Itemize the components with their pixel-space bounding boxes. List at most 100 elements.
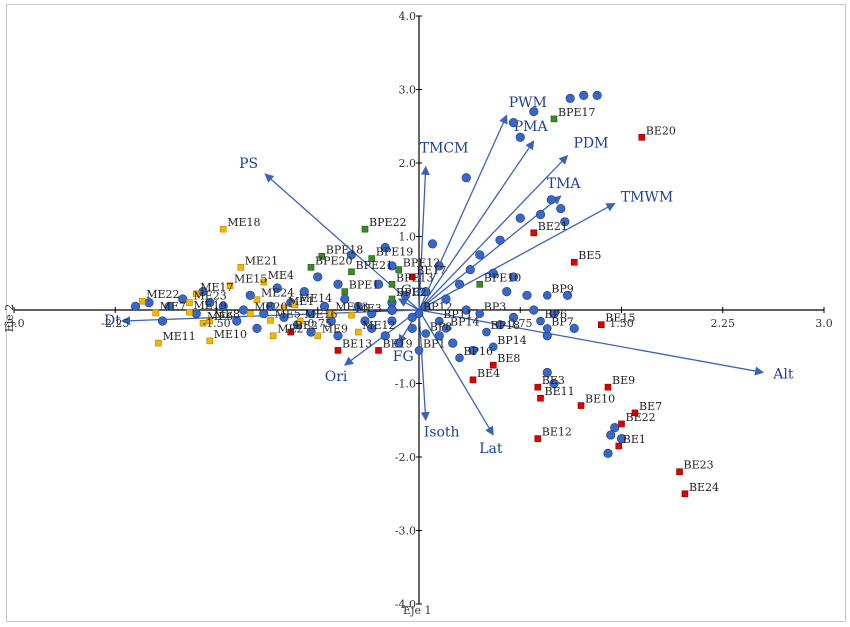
blue-point [508, 272, 519, 282]
be-point [615, 442, 623, 450]
vector-label-tma: TMA [547, 176, 582, 192]
blue-point [448, 338, 458, 348]
be-point [631, 409, 639, 417]
y-tick-label: 4.0 [399, 10, 417, 23]
blue-point [465, 264, 475, 275]
blue-point [529, 106, 539, 117]
me-point [199, 319, 207, 327]
blue-point [546, 195, 556, 205]
blue-point [360, 316, 370, 326]
blue-point [603, 448, 613, 458]
me-point [138, 297, 146, 305]
bp-point [542, 324, 552, 333]
me-point [226, 282, 234, 290]
bpe-point [550, 115, 558, 123]
me-label: ME14 [299, 292, 332, 305]
blue-point [495, 320, 505, 330]
me-label: ME12 [362, 319, 395, 332]
be-label: BE2 [295, 319, 318, 332]
vector-label-tmwm: TMWM [621, 189, 673, 205]
x-axis-title: Eje 1 [403, 604, 431, 617]
me-point [206, 337, 214, 345]
bpe-label: BPE19 [376, 246, 414, 259]
me-label: ME23 [194, 290, 227, 303]
blue-point [421, 287, 431, 297]
bpe-point [307, 264, 315, 271]
bpe-point [348, 268, 355, 276]
blue-point [400, 290, 411, 300]
be-point [676, 468, 683, 476]
be-label: BE24 [689, 481, 719, 494]
me-label: ME20 [254, 301, 287, 314]
blue-point [515, 213, 525, 223]
bp-label: BP14 [497, 334, 526, 347]
bp-point [434, 316, 444, 326]
y-tick-label: -3.0 [395, 525, 416, 538]
me-label: ME5 [275, 307, 301, 320]
blue-point [434, 331, 444, 341]
bp-label: BP16 [464, 345, 493, 358]
x-tick-label: 1.50 [609, 317, 634, 330]
blue-point [508, 117, 519, 128]
bp-label: BP14 [450, 315, 479, 328]
blue-point [333, 279, 343, 289]
me-label: ME21 [245, 254, 278, 267]
blue-point [232, 316, 242, 326]
blue-point [592, 90, 602, 100]
bpe-label: BPE17 [558, 106, 596, 119]
blue-point [272, 283, 282, 293]
be-point [408, 273, 416, 281]
blue-point [387, 261, 397, 271]
blue-point [164, 301, 174, 311]
be-point [537, 394, 544, 402]
vector-tmwm [418, 202, 616, 311]
me-label: ME4 [268, 269, 294, 282]
blue-point [279, 312, 289, 322]
bpe-point [368, 255, 376, 262]
blue-point [560, 217, 570, 227]
blue-point [454, 279, 465, 289]
loading-vectors: PWMPMAPDMTMATMWMTMCMPSDtGmOriFGIsothLatA… [104, 95, 794, 457]
y-axis-title: Eje 2 [3, 304, 16, 332]
be-point [489, 361, 497, 369]
blue-point [549, 378, 559, 389]
vector-pwm [418, 114, 508, 311]
be-label: BE5 [578, 249, 601, 262]
vector-label-ps: PS [239, 156, 258, 172]
bp-label: BP18 [491, 319, 520, 332]
x-tick-label: -3.0 [3, 317, 24, 330]
blue-point [502, 287, 512, 297]
me-label: ME3 [356, 302, 382, 315]
me-label: ME9 [322, 323, 348, 336]
me-point [155, 339, 162, 347]
blue-point [319, 301, 330, 311]
blue-point [461, 305, 471, 315]
chart-frame [6, 4, 846, 622]
blue-point [434, 261, 444, 271]
blue-point [367, 323, 377, 333]
me-label: ME18 [227, 216, 260, 229]
bp-label: BP11 [443, 308, 472, 321]
blue-point [475, 250, 485, 260]
be-label: BE23 [684, 459, 714, 472]
be-point [469, 376, 477, 384]
vector-label-fg: FG [393, 349, 414, 365]
me-label: ME15 [234, 273, 267, 286]
vector-isoth [418, 309, 430, 422]
me-label: ME13 [335, 301, 368, 314]
bpe-point [388, 295, 396, 303]
me-point [269, 332, 277, 340]
y-tick-label: 2.0 [399, 157, 417, 170]
blue-point [427, 239, 438, 249]
be-point [375, 347, 382, 354]
bp-label: BP1 [423, 337, 445, 350]
me-point [192, 290, 200, 298]
blue-point [535, 209, 546, 220]
y-tick-label: 3.0 [399, 84, 417, 97]
be-point [597, 321, 605, 329]
bpe-point [341, 288, 349, 295]
blue-point [313, 272, 323, 282]
be-label: BE21 [538, 220, 568, 233]
be-point [604, 383, 612, 391]
